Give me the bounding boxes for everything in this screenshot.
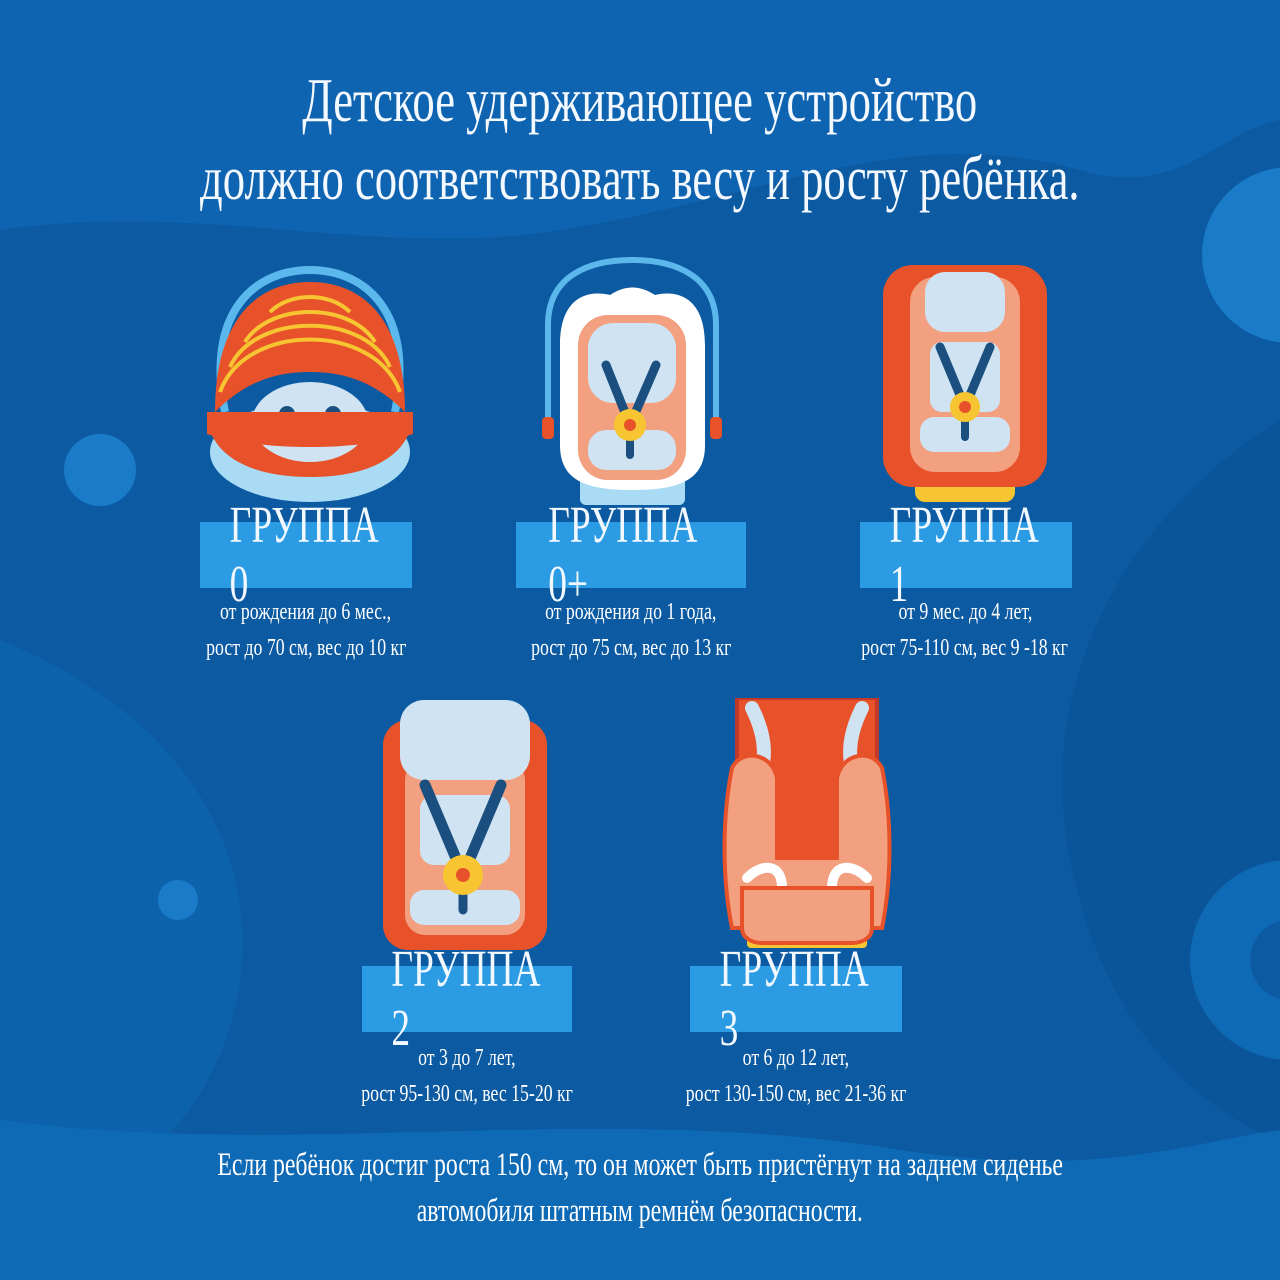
group-0-plus-description: от рождения до 1 года, рост до 75 см, вес… bbox=[530, 599, 732, 661]
child-seat-icon bbox=[383, 700, 547, 950]
footer-line-1: Если ребёнок достиг роста 150 см, то он … bbox=[217, 1147, 1063, 1183]
group-1-description: от 9 мес. до 4 лет, рост 75-110 см, вес 9… bbox=[861, 599, 1069, 661]
group-2-description: от 3 до 7 лет, рост 95-130 см, вес 15-20 … bbox=[361, 1045, 573, 1107]
group-3-description: от 6 до 12 лет, рост 130-150 см, вес 21-3… bbox=[685, 1045, 907, 1107]
footer-line-2: автомобиля штатным ремнём безопасности. bbox=[416, 1193, 864, 1229]
group-0-description: от рождения до 6 мес., рост до 70 см, вес… bbox=[205, 599, 407, 661]
group-3-label: ГРУППА 3 bbox=[690, 941, 902, 1057]
group-0-plus-label: ГРУППА 0+ bbox=[516, 497, 746, 613]
booster-seat-icon bbox=[722, 698, 892, 948]
group-2-label: ГРУППА 2 bbox=[362, 941, 572, 1057]
title-line-2: должно соответствовать весу и росту ребё… bbox=[200, 145, 1080, 213]
group-0-label: ГРУППА 0 bbox=[200, 497, 412, 613]
title-line-1: Детское удерживающее устройство bbox=[302, 67, 978, 135]
infant-carrier-icon bbox=[542, 256, 722, 505]
baby-carrycot-icon bbox=[207, 265, 413, 502]
group-1-label: ГРУППА 1 bbox=[860, 497, 1072, 613]
child-seat-icon bbox=[883, 265, 1047, 502]
